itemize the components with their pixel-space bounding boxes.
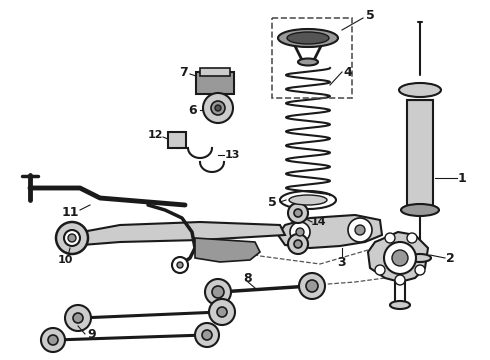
Text: 4: 4	[343, 66, 352, 78]
Ellipse shape	[287, 32, 329, 44]
Circle shape	[384, 242, 416, 274]
Text: 9: 9	[88, 328, 97, 341]
Text: 13: 13	[224, 150, 240, 160]
Circle shape	[172, 257, 188, 273]
Ellipse shape	[289, 195, 327, 205]
Circle shape	[299, 273, 325, 299]
Ellipse shape	[409, 254, 431, 262]
Text: 2: 2	[445, 252, 454, 265]
Circle shape	[392, 250, 408, 266]
Circle shape	[355, 225, 365, 235]
Text: 6: 6	[189, 104, 197, 117]
Circle shape	[407, 233, 417, 243]
Bar	[168, 132, 186, 148]
Text: 5: 5	[268, 195, 276, 208]
Ellipse shape	[298, 58, 318, 66]
Text: 7: 7	[179, 66, 187, 78]
Circle shape	[296, 228, 304, 236]
Ellipse shape	[278, 29, 338, 47]
Text: 11: 11	[61, 206, 79, 219]
Circle shape	[294, 209, 302, 217]
Text: 12: 12	[147, 130, 163, 140]
Ellipse shape	[399, 83, 441, 97]
Text: 1: 1	[458, 171, 466, 185]
Polygon shape	[278, 215, 382, 248]
Circle shape	[211, 101, 225, 115]
Circle shape	[205, 279, 231, 305]
Circle shape	[217, 307, 227, 317]
Circle shape	[203, 93, 233, 123]
Circle shape	[385, 233, 395, 243]
Polygon shape	[195, 238, 260, 262]
Circle shape	[65, 305, 91, 331]
Circle shape	[73, 313, 83, 323]
Text: 5: 5	[366, 9, 374, 22]
Ellipse shape	[280, 191, 336, 209]
Circle shape	[177, 262, 183, 268]
Bar	[196, 72, 234, 94]
Polygon shape	[368, 232, 428, 282]
Circle shape	[415, 265, 425, 275]
Ellipse shape	[390, 301, 410, 309]
Circle shape	[288, 203, 308, 223]
Ellipse shape	[401, 204, 439, 216]
Circle shape	[290, 222, 310, 242]
Circle shape	[375, 265, 385, 275]
Text: 8: 8	[244, 271, 252, 284]
Bar	[272, 18, 352, 98]
Text: 10: 10	[57, 255, 73, 265]
Circle shape	[64, 230, 80, 246]
Bar	[200, 68, 230, 76]
Circle shape	[48, 335, 58, 345]
Text: 3: 3	[338, 256, 346, 269]
Circle shape	[215, 105, 221, 111]
Circle shape	[56, 222, 88, 254]
Circle shape	[395, 275, 405, 285]
Circle shape	[209, 299, 235, 325]
Circle shape	[195, 323, 219, 347]
Circle shape	[41, 328, 65, 352]
Circle shape	[306, 280, 318, 292]
Bar	[407, 100, 433, 210]
Polygon shape	[82, 222, 285, 245]
Circle shape	[212, 286, 224, 298]
Circle shape	[288, 234, 308, 254]
Text: 14: 14	[310, 217, 326, 227]
Circle shape	[348, 218, 372, 242]
Circle shape	[68, 234, 76, 242]
Circle shape	[202, 330, 212, 340]
Circle shape	[294, 240, 302, 248]
